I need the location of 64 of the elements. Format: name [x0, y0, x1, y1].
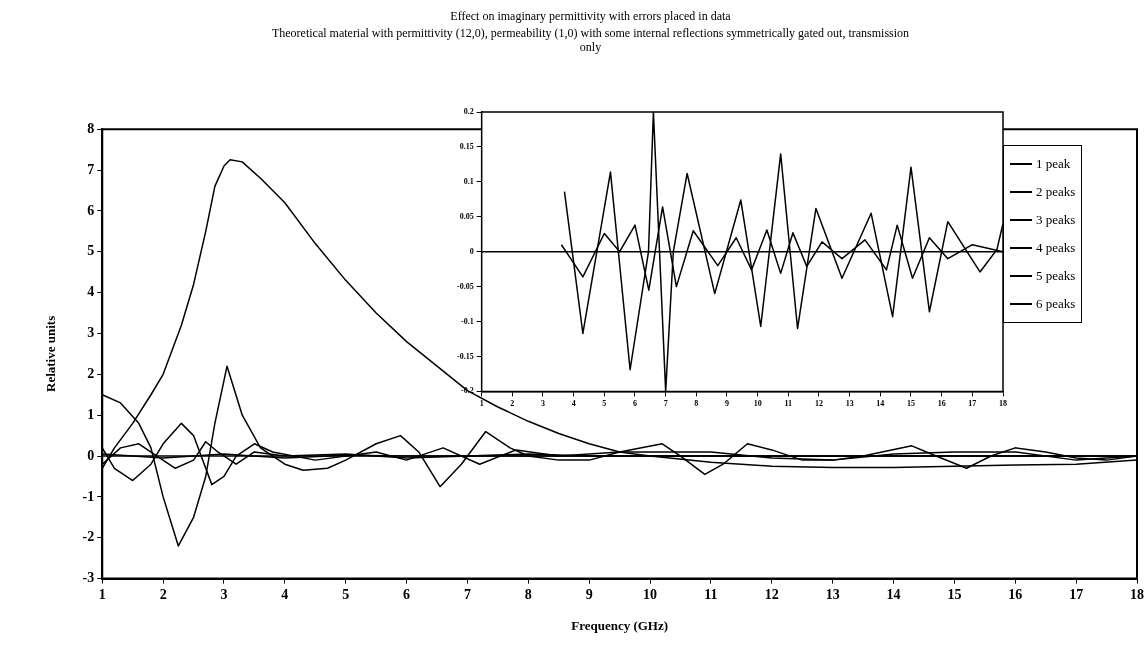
x-tick-label: 12: [764, 586, 779, 602]
legend-label: 2 peaks: [1036, 184, 1076, 200]
x-tick-label: 8: [524, 586, 532, 602]
x-tick-label: 14: [876, 399, 885, 409]
x-tick-label: 11: [704, 586, 718, 602]
x-tick-label: 4: [281, 586, 289, 602]
legend-label: 1 peak: [1036, 156, 1071, 172]
x-tick-label: 5: [602, 399, 607, 409]
y-tick-label: 0.15: [459, 141, 474, 151]
x-tick-label: 17: [968, 399, 977, 409]
x-tick-label: 9: [725, 399, 729, 409]
chart-title: Effect on imaginary permittivity with errors placed in data: [450, 9, 732, 24]
x-tick-label: 11: [784, 399, 793, 409]
x-tick-label: 7: [663, 399, 668, 409]
legend-label: 6 peaks: [1036, 296, 1076, 312]
y-tick-label: -0.15: [456, 351, 474, 361]
x-tick-label: 6: [633, 399, 637, 409]
y-tick-label: 2: [87, 365, 95, 381]
y-tick-label: 0.1: [463, 176, 474, 186]
legend-label: 4 peaks: [1036, 240, 1076, 256]
x-tick-label: 1: [98, 586, 106, 602]
y-tick-label: 7: [87, 161, 95, 177]
y-tick-label: 0: [469, 246, 474, 256]
x-tick-label: 4: [571, 399, 576, 409]
x-tick-label: 10: [643, 586, 658, 602]
x-tick-label: 3: [541, 399, 545, 409]
y-tick-label: -2: [82, 529, 95, 545]
x-tick-label: 16: [1008, 586, 1023, 602]
x-tick-label: 3: [220, 586, 228, 602]
x-tick-label: 6: [403, 586, 411, 602]
x-tick-label: 17: [1069, 586, 1084, 602]
y-tick-label: -0.05: [456, 281, 474, 291]
x-tick-label: 15: [947, 586, 962, 602]
y-tick-label: 0.2: [463, 107, 474, 117]
legend-label: 5 peaks: [1036, 268, 1076, 284]
x-tick-label: 8: [694, 399, 699, 409]
x-tick-label: 18: [1130, 586, 1144, 602]
x-tick-label: 13: [825, 586, 840, 602]
y-tick-label: 3: [87, 325, 95, 341]
x-tick-label: 16: [937, 399, 946, 409]
x-tick-label: 18: [999, 399, 1007, 409]
x-tick-label: 13: [845, 399, 854, 409]
x-tick-label: 2: [159, 586, 167, 602]
y-tick-label: -3: [82, 570, 95, 586]
y-tick-label: 0: [87, 447, 95, 463]
y-tick-label: 6: [87, 202, 95, 218]
y-tick-label: 8: [87, 120, 95, 136]
x-tick-label: 12: [815, 399, 823, 409]
x-axis-title: Frequency (GHz): [571, 617, 669, 633]
x-tick-label: 15: [907, 399, 915, 409]
x-tick-label: 5: [342, 586, 350, 602]
y-tick-label: -0.1: [460, 316, 474, 326]
x-tick-label: 2: [510, 399, 515, 409]
y-tick-label: 0.05: [459, 211, 474, 221]
y-tick-label: 4: [87, 284, 95, 300]
x-tick-label: 1: [479, 399, 484, 409]
chart-subtitle: Theoretical material with permittivity (12,0), permeability (1,0) with some internal reflections symmetrically gated out, transmission only: [271, 25, 910, 55]
x-tick-label: 14: [886, 586, 901, 602]
x-tick-label: 9: [585, 586, 593, 602]
y-tick-label: -1: [82, 488, 95, 504]
x-tick-label: 10: [753, 399, 762, 409]
y-axis-title: Relative units: [43, 315, 59, 392]
legend-label: 3 peaks: [1036, 212, 1076, 228]
y-tick-label: 5: [87, 243, 95, 259]
